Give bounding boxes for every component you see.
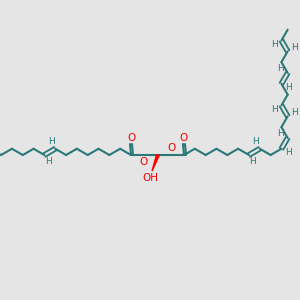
Text: H: H [278, 64, 284, 74]
Text: H: H [271, 40, 278, 49]
Text: H: H [45, 158, 52, 166]
Text: O: O [168, 143, 176, 153]
Text: H: H [285, 83, 292, 92]
Text: H: H [278, 129, 284, 138]
Text: H: H [250, 158, 256, 166]
Text: H: H [285, 148, 292, 157]
Polygon shape [152, 155, 160, 171]
Text: O: O [127, 133, 135, 143]
Text: H: H [291, 108, 298, 117]
Text: H: H [271, 105, 278, 114]
Text: OH: OH [142, 173, 158, 183]
Text: O: O [180, 133, 188, 143]
Text: O: O [139, 157, 147, 167]
Text: H: H [48, 137, 55, 146]
Text: H: H [291, 43, 298, 52]
Text: H: H [252, 137, 259, 146]
